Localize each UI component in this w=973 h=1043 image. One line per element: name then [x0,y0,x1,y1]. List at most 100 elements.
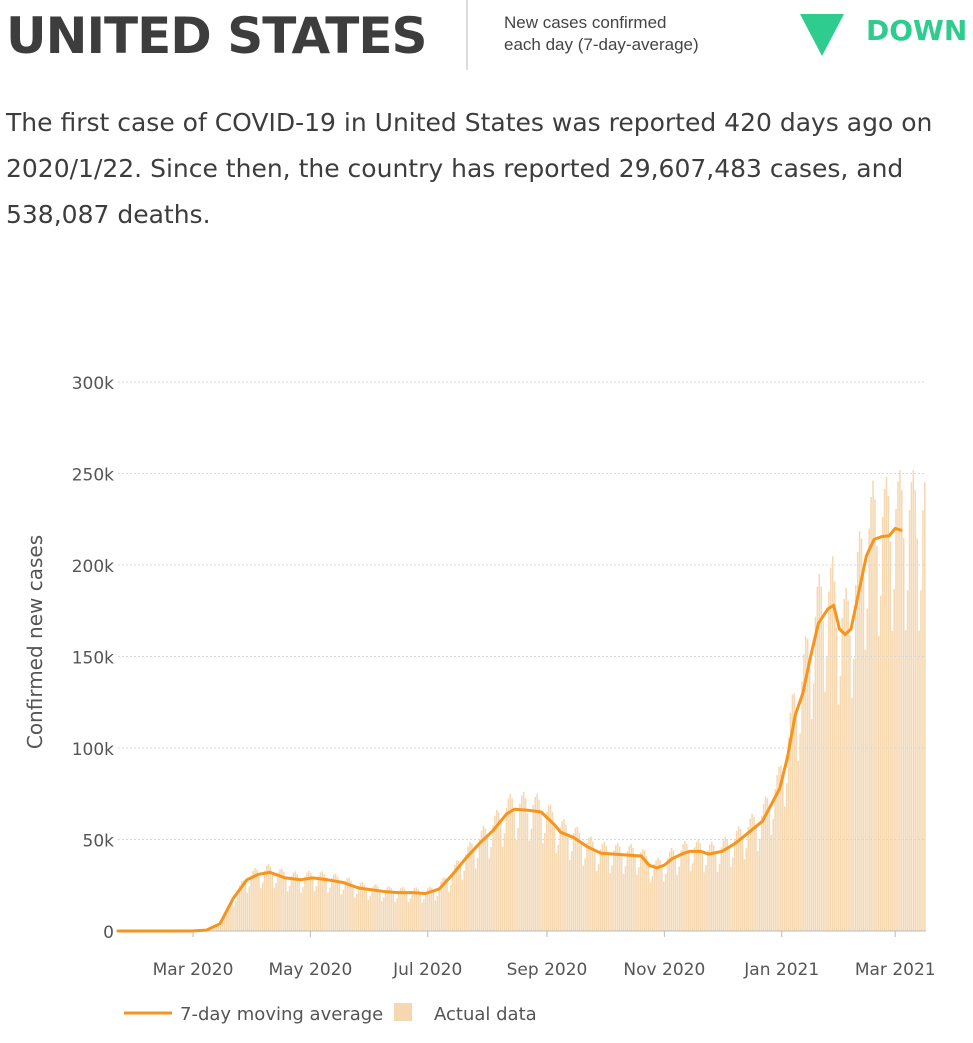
actual-data-bar [757,851,759,931]
actual-data-bar [847,600,849,931]
actual-data-bar [878,635,880,931]
legend-bar-swatch [394,1003,412,1021]
actual-data-bar [703,872,705,931]
actual-data-bar [881,516,884,931]
actual-data-bar [457,860,460,931]
actual-data-bar [430,887,433,931]
actual-data-bar [509,793,512,931]
actual-data-bar [605,845,608,931]
actual-data-bar [682,844,684,931]
actual-data-bar [440,881,442,931]
actual-data-bar [392,892,394,931]
actual-data-bar [641,849,644,931]
actual-data-bar [231,902,233,931]
actual-data-bar [329,887,331,931]
actual-data-bar [248,886,251,931]
actual-data-bar [618,846,621,931]
actual-data-bar [331,877,333,931]
actual-data-bar [519,803,521,931]
actual-data-bar [741,838,744,931]
actual-data-bar [219,925,222,931]
actual-data-bar [402,886,404,931]
actual-data-bar [795,713,798,931]
actual-data-bar [912,470,915,931]
legend-label-actual: Actual data [434,1004,537,1025]
actual-data-bar [872,480,874,931]
actual-data-bar [814,616,817,931]
actual-data-bar [267,864,270,931]
actual-data-bar [494,815,496,931]
actual-data-bar [580,844,583,931]
actual-data-bar [791,694,794,931]
metric-description: New cases confirmed each day (7-day-aver… [504,12,699,56]
actual-data-bar [336,876,339,931]
actual-data-bar [354,897,356,931]
actual-data-bar [734,838,736,931]
actual-data-bar [551,812,554,931]
actual-data-bars [175,470,926,931]
actual-data-bar [920,590,922,931]
actual-data-bar [463,870,465,931]
actual-data-bar [275,882,277,931]
actual-data-bar [893,588,895,931]
actual-data-bar [561,821,563,931]
actual-data-bar [553,826,556,931]
actual-data-bar [724,836,726,931]
actual-data-bar [891,630,893,931]
actual-data-bar [492,825,494,931]
actual-data-bar [559,827,561,931]
metric-line-2: each day (7-day-average) [504,35,699,54]
actual-data-bar [344,880,346,931]
actual-data-bar [451,871,454,931]
actual-data-bar [321,871,323,931]
actual-data-bar [835,627,838,931]
actual-data-bar [586,842,588,931]
actual-data-bar [465,854,467,931]
actual-data-bar [298,880,300,931]
actual-data-bar [436,895,439,931]
actual-data-bar [676,874,679,931]
actual-data-bar [246,892,249,931]
actual-data-bar [805,636,807,931]
actual-data-bar [409,898,412,931]
actual-data-bar [442,877,444,931]
actual-data-bar [473,851,475,931]
actual-data-bar [342,889,345,931]
actual-data-bar [313,891,316,931]
actual-data-bar [271,874,274,931]
chart-grid [118,381,926,932]
actual-data-bar [636,874,638,931]
actual-data-bar [379,891,381,931]
actual-data-bar [588,837,590,931]
actual-data-bar [833,581,836,931]
actual-data-bar [632,847,634,931]
actual-data-bar [215,924,218,931]
actual-data-bar [709,844,711,931]
actual-data-bar [306,872,308,931]
actual-data-bar [678,866,680,931]
actual-data-bar [348,877,350,931]
actual-data-bar [407,902,410,931]
actual-data-bar [476,858,479,931]
actual-data-bar [661,867,663,931]
actual-data-bar [853,658,855,931]
actual-data-bar [413,888,416,931]
actual-data-bar [528,840,531,931]
actual-data-bar [766,798,769,931]
actual-data-bar [340,894,343,931]
actual-data-bar [498,812,500,931]
actual-data-bar [544,833,546,931]
actual-data-bar [565,824,567,931]
actual-data-bar [901,490,903,931]
actual-data-bar [371,887,373,931]
actual-data-bar [659,860,661,931]
y-tick-label: 50k [83,832,115,852]
actual-data-bar [845,587,847,931]
actual-data-bar [707,850,709,931]
actual-data-bar [225,910,227,931]
actual-data-bar [601,844,604,931]
actual-data-bar [290,875,293,931]
actual-data-bar [889,541,892,931]
actual-data-bar [664,873,667,931]
summary-text: The first case of COVID-19 in United Sta… [6,108,933,229]
